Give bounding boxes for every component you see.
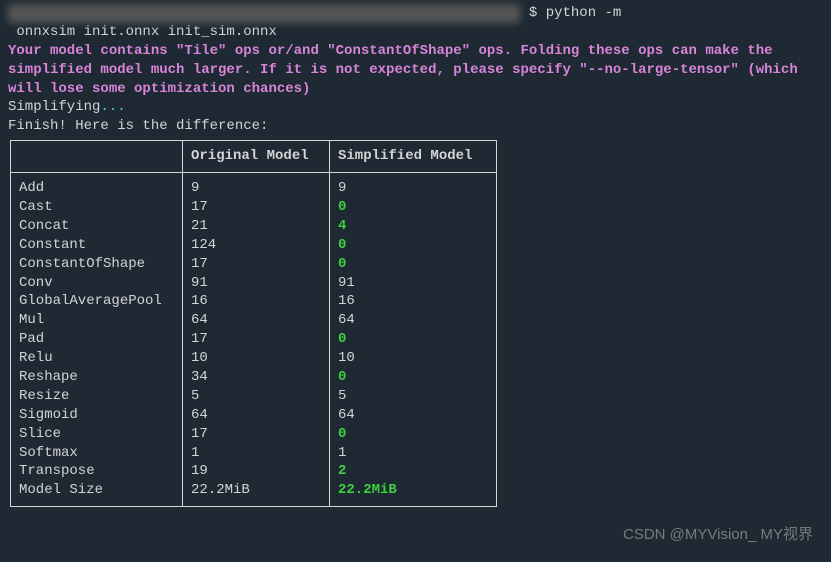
original-value-cell: 19 <box>183 462 330 481</box>
simplified-value-cell: 5 <box>330 387 497 406</box>
table-row: ConstantOfShape170 <box>11 255 497 274</box>
simplified-value-cell: 16 <box>330 292 497 311</box>
original-value-cell: 21 <box>183 217 330 236</box>
original-value-cell: 22.2MiB <box>183 481 330 506</box>
simplified-value-cell: 22.2MiB <box>330 481 497 506</box>
table-row: Mul6464 <box>11 311 497 330</box>
simplified-value-cell: 0 <box>330 236 497 255</box>
table-row: Slice170 <box>11 425 497 444</box>
simplified-value-cell: 9 <box>330 173 497 198</box>
table-row: Pad170 <box>11 330 497 349</box>
table-row: Softmax11 <box>11 444 497 463</box>
table-row: Conv9191 <box>11 274 497 293</box>
original-value-cell: 34 <box>183 368 330 387</box>
original-value-cell: 17 <box>183 255 330 274</box>
original-value-cell: 9 <box>183 173 330 198</box>
op-name-cell: Conv <box>11 274 183 293</box>
table-row: Concat214 <box>11 217 497 236</box>
original-value-cell: 16 <box>183 292 330 311</box>
blurred-path: (xxxx) xxxx@xxxxxxxxx:/xxx/xxxx/xxxxxxxx… <box>8 4 520 23</box>
op-name-cell: Cast <box>11 198 183 217</box>
op-name-cell: Softmax <box>11 444 183 463</box>
op-name-cell: ConstantOfShape <box>11 255 183 274</box>
simplified-value-cell: 1 <box>330 444 497 463</box>
op-name-cell: Mul <box>11 311 183 330</box>
watermark: CSDN @MYVision_ MY视界 <box>623 523 813 544</box>
loading-dots: ... <box>100 99 125 115</box>
command-prompt-line1: (xxxx) xxxx@xxxxxxxxx:/xxx/xxxx/xxxxxxxx… <box>8 4 823 23</box>
simplified-value-cell: 10 <box>330 349 497 368</box>
original-value-cell: 10 <box>183 349 330 368</box>
op-name-cell: Transpose <box>11 462 183 481</box>
op-name-cell: Relu <box>11 349 183 368</box>
original-value-cell: 17 <box>183 425 330 444</box>
simplified-value-cell: 0 <box>330 198 497 217</box>
simplified-value-cell: 0 <box>330 255 497 274</box>
table-row: Model Size22.2MiB22.2MiB <box>11 481 497 506</box>
op-name-cell: Slice <box>11 425 183 444</box>
terminal-window[interactable]: (xxxx) xxxx@xxxxxxxxx:/xxx/xxxx/xxxxxxxx… <box>0 0 831 511</box>
original-value-cell: 64 <box>183 311 330 330</box>
op-name-cell: Model Size <box>11 481 183 506</box>
op-name-cell: Concat <box>11 217 183 236</box>
op-name-cell: GlobalAveragePool <box>11 292 183 311</box>
op-name-cell: Pad <box>11 330 183 349</box>
original-value-cell: 1 <box>183 444 330 463</box>
table-header-row: Original Model Simplified Model <box>11 141 497 173</box>
op-name-cell: Reshape <box>11 368 183 387</box>
table-row: Add99 <box>11 173 497 198</box>
header-simplified: Simplified Model <box>330 141 497 173</box>
simplified-value-cell: 0 <box>330 330 497 349</box>
original-value-cell: 64 <box>183 406 330 425</box>
original-value-cell: 17 <box>183 330 330 349</box>
header-empty <box>11 141 183 173</box>
simplified-value-cell: 0 <box>330 368 497 387</box>
finish-line: Finish! Here is the difference: <box>8 117 823 136</box>
table-row: Sigmoid6464 <box>11 406 497 425</box>
original-value-cell: 124 <box>183 236 330 255</box>
simplifying-label: Simplifying <box>8 99 100 115</box>
comparison-table: Original Model Simplified Model Add99Cas… <box>10 140 497 507</box>
header-original: Original Model <box>183 141 330 173</box>
original-value-cell: 91 <box>183 274 330 293</box>
simplified-value-cell: 0 <box>330 425 497 444</box>
simplified-value-cell: 64 <box>330 311 497 330</box>
table-row: Reshape340 <box>11 368 497 387</box>
table-row: Constant1240 <box>11 236 497 255</box>
table-row: Resize55 <box>11 387 497 406</box>
op-name-cell: Resize <box>11 387 183 406</box>
op-name-cell: Constant <box>11 236 183 255</box>
table-row: GlobalAveragePool1616 <box>11 292 497 311</box>
original-value-cell: 5 <box>183 387 330 406</box>
op-name-cell: Add <box>11 173 183 198</box>
table-row: Relu1010 <box>11 349 497 368</box>
op-name-cell: Sigmoid <box>11 406 183 425</box>
simplified-value-cell: 64 <box>330 406 497 425</box>
warning-message: Your model contains "Tile" ops or/and "C… <box>8 42 823 99</box>
simplified-value-cell: 4 <box>330 217 497 236</box>
command-text: $ python -m <box>529 5 621 21</box>
command-prompt-line2: onnxsim init.onnx init_sim.onnx <box>8 23 823 42</box>
table-row: Cast170 <box>11 198 497 217</box>
simplified-value-cell: 91 <box>330 274 497 293</box>
table-row: Transpose192 <box>11 462 497 481</box>
original-value-cell: 17 <box>183 198 330 217</box>
table-body: Add99Cast170Concat214Constant1240Constan… <box>11 173 497 507</box>
simplifying-line: Simplifying... <box>8 98 823 117</box>
simplified-value-cell: 2 <box>330 462 497 481</box>
